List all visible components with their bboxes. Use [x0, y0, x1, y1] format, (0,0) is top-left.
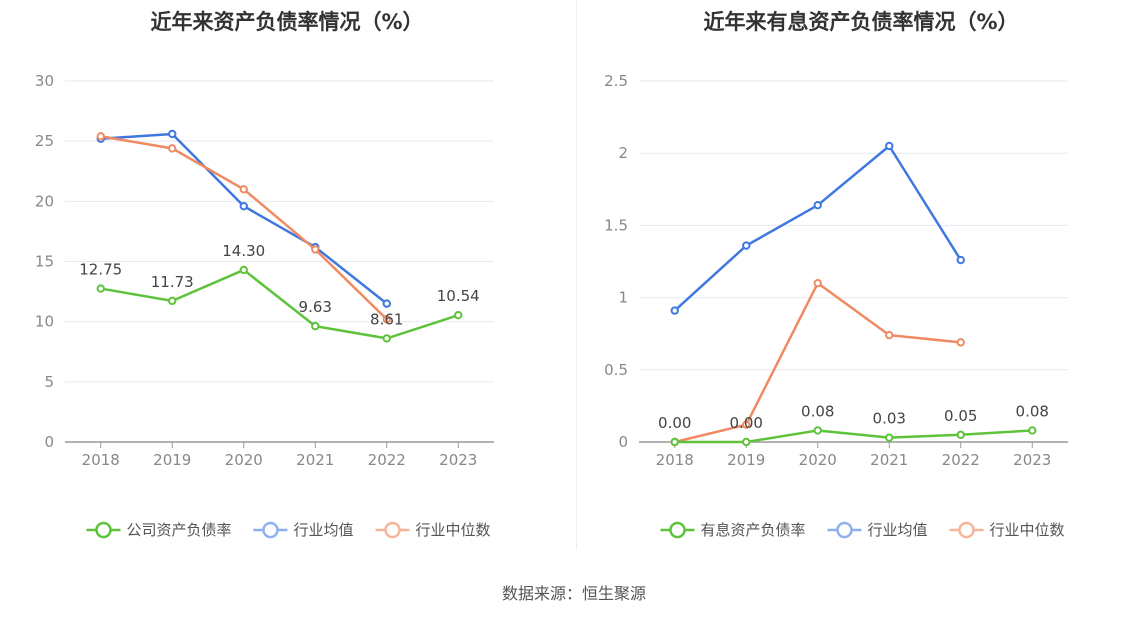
data-label: 0.05: [944, 407, 977, 425]
data-point: [670, 306, 679, 315]
legend-swatch-marker: [669, 521, 686, 539]
y-tick-label: 2: [618, 144, 628, 162]
x-tick-label: 2018: [656, 451, 694, 469]
y-tick-label: 0.5: [604, 361, 628, 379]
data-point: [1028, 426, 1037, 435]
chart-title-right: 近年来有息资产负债率情况（%）: [703, 10, 1019, 34]
series-line: [100, 135, 388, 321]
panel-divider: [576, 0, 577, 550]
data-point: [96, 132, 105, 141]
data-point: [742, 420, 751, 429]
legend-label: 公司资产负债率: [127, 521, 232, 539]
data-label: 14.30: [222, 242, 265, 260]
data-point: [813, 426, 822, 435]
data-point: [239, 201, 248, 211]
x-tick-label: 2020: [799, 451, 837, 469]
legend-swatch-marker: [95, 521, 112, 539]
x-tick-label: 2022: [368, 451, 406, 469]
legend-item[interactable]: 行业均值: [827, 521, 928, 539]
chart-left: 0 5 10 15 20 25 30 2018 2019 2020 2021 2022 2023 12.7…: [35, 72, 494, 539]
data-label: 0.03: [873, 410, 906, 428]
data-point: [168, 129, 177, 139]
chart-right: 0 0.5 1 1.5 2 2.5 2018 2019 2020 2021 2022 2023 0.00…: [604, 72, 1068, 539]
legend-swatch-marker: [384, 521, 401, 539]
legend-item[interactable]: 公司资产负债率: [86, 521, 232, 539]
data-label: 10.54: [437, 287, 480, 305]
data-point: [742, 241, 751, 250]
data-point: [382, 334, 391, 343]
data-label: 0.00: [658, 414, 691, 432]
data-point: [670, 437, 679, 447]
chart-panel-right: 近年来有息资产负债率情况（%） 0 0.5 1 1.5 2 2.5 2018 2019 2020…: [574, 0, 1148, 560]
y-tick-label: 30: [35, 72, 54, 90]
chart-title-left: 近年来资产负债率情况（%）: [150, 10, 424, 34]
data-point: [813, 278, 822, 288]
data-point: [311, 321, 320, 331]
data-point: [168, 144, 177, 153]
data-point: [885, 433, 894, 442]
y-tick-label: 0: [44, 433, 54, 451]
legend-swatch-marker: [836, 521, 853, 539]
data-point: [168, 296, 177, 306]
series-line: [674, 429, 1033, 444]
data-point: [885, 330, 894, 340]
y-tick-label: 0: [618, 433, 628, 451]
data-point: [956, 255, 965, 265]
x-tick-label: 2020: [225, 451, 263, 469]
x-tick-label: 2022: [942, 451, 980, 469]
legend-item[interactable]: 行业中位数: [949, 521, 1065, 539]
data-label: 11.73: [151, 273, 194, 291]
data-label: 0.08: [1016, 402, 1049, 420]
x-tick-label: 2023: [439, 451, 477, 469]
x-tick-label: 2023: [1013, 451, 1051, 469]
data-point: [382, 299, 391, 308]
data-point: [885, 141, 894, 151]
data-point: [382, 315, 391, 324]
data-point: [956, 338, 965, 347]
legend-item[interactable]: 行业均值: [253, 521, 354, 539]
x-tick-label: 2019: [153, 451, 191, 469]
y-tick-label: 1.5: [604, 216, 628, 234]
data-point: [311, 245, 320, 254]
data-label: 9.63: [299, 298, 332, 316]
y-tick-label: 10: [35, 313, 54, 331]
chart-panel-left: 近年来资产负债率情况（%） 0 5 10 15 20 25 30 2018 2019 2020 20…: [0, 0, 574, 560]
legend-label: 行业均值: [868, 521, 928, 539]
legend-item[interactable]: 有息资产负债率: [660, 521, 806, 539]
y-tick-label: 15: [35, 253, 54, 271]
legend-label: 行业中位数: [416, 521, 491, 539]
data-source: 数据来源：恒生聚源: [501, 584, 646, 603]
x-tick-label: 2021: [870, 451, 908, 469]
data-point: [454, 310, 463, 320]
legend-label: 行业中位数: [990, 521, 1065, 539]
legend-label: 有息资产负债率: [701, 521, 806, 539]
x-tick-label: 2019: [727, 451, 765, 469]
y-tick-label: 25: [35, 132, 54, 150]
y-tick-label: 1: [618, 289, 628, 307]
data-point: [96, 284, 105, 293]
y-tick-label: 5: [44, 373, 54, 391]
x-tick-label: 2021: [296, 451, 334, 469]
legend-swatch-marker: [958, 521, 975, 539]
legend-label: 行业均值: [294, 521, 354, 539]
data-point: [813, 200, 822, 210]
data-point: [239, 185, 248, 194]
x-tick-label: 2018: [82, 451, 120, 469]
data-label: 12.75: [79, 261, 122, 279]
data-label: 8.61: [370, 310, 403, 328]
legend-swatch-marker: [262, 521, 279, 539]
y-tick-label: 2.5: [604, 72, 628, 90]
data-point: [239, 265, 248, 275]
data-label: 0.08: [801, 402, 834, 420]
series-line: [100, 268, 459, 340]
y-tick-label: 20: [35, 192, 54, 210]
data-point: [742, 437, 751, 447]
data-point: [956, 430, 965, 439]
data-label: 0.00: [730, 414, 763, 432]
legend-item[interactable]: 行业中位数: [375, 521, 491, 539]
